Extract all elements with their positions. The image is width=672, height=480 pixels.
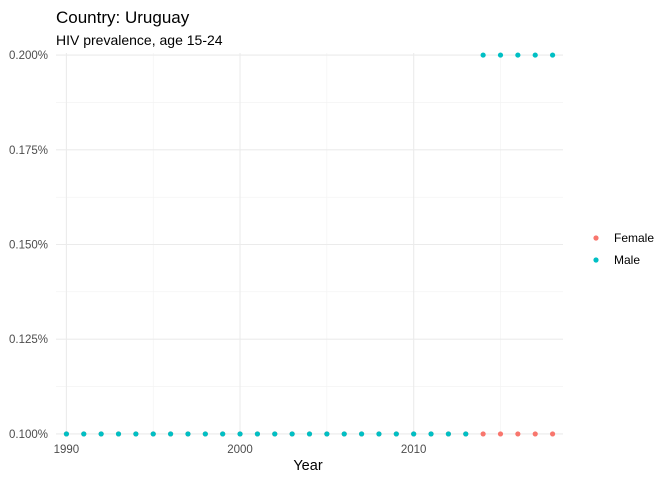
male-point	[202, 431, 208, 437]
male-point	[463, 431, 469, 437]
male-point	[237, 431, 243, 437]
female-point	[515, 431, 521, 437]
male-point	[133, 431, 139, 437]
male-point	[358, 431, 365, 437]
male-point	[115, 431, 122, 437]
male-point	[167, 431, 174, 437]
male-point	[515, 52, 521, 58]
data-points	[63, 52, 556, 437]
major-gridlines	[56, 53, 563, 436]
male-point	[549, 52, 556, 58]
male-point	[341, 431, 347, 437]
male-point	[480, 52, 486, 58]
female-point	[497, 431, 504, 437]
chart-subtitle: HIV prevalence, age 15-24	[56, 32, 223, 48]
male-point	[150, 431, 156, 437]
y-tick-label: 0.200%	[9, 50, 48, 62]
x-tick-label: 2000	[227, 444, 253, 456]
minor-gridlines	[56, 53, 563, 436]
male-point	[411, 431, 417, 437]
male-point	[98, 431, 104, 437]
x-axis-ticks: 1990 2000 2010	[54, 444, 427, 456]
male-point	[185, 431, 191, 437]
y-tick-label: 0.125%	[9, 334, 48, 346]
male-point	[532, 52, 538, 58]
male-point	[445, 431, 452, 437]
female-point	[480, 431, 486, 437]
x-tick-label: 2010	[401, 444, 427, 456]
legend-key-female	[593, 235, 599, 241]
male-point	[428, 431, 434, 437]
y-tick-label: 0.150%	[9, 240, 48, 252]
y-tick-label: 0.100%	[9, 429, 48, 441]
y-tick-label: 0.175%	[9, 145, 48, 157]
male-point	[220, 431, 226, 437]
male-point	[376, 431, 382, 437]
male-point	[289, 431, 295, 437]
male-point	[81, 431, 87, 437]
male-point	[272, 431, 278, 437]
legend-key-male	[593, 257, 599, 263]
y-axis-ticks: 0.100% 0.125% 0.150% 0.175% 0.200%	[9, 50, 48, 441]
legend-label-male: Male	[614, 253, 640, 267]
male-point	[393, 431, 399, 437]
x-axis-title: Year	[293, 458, 322, 474]
male-point	[63, 431, 70, 437]
x-tick-label: 1990	[54, 444, 80, 456]
chart-title: Country: Uruguay	[56, 8, 190, 27]
male-point	[324, 431, 330, 437]
legend: Female Male	[593, 231, 654, 267]
female-point	[532, 431, 538, 437]
legend-label-female: Female	[614, 231, 654, 245]
male-point	[497, 52, 504, 58]
male-point	[254, 431, 261, 437]
male-point	[306, 431, 313, 437]
female-point	[549, 431, 556, 437]
